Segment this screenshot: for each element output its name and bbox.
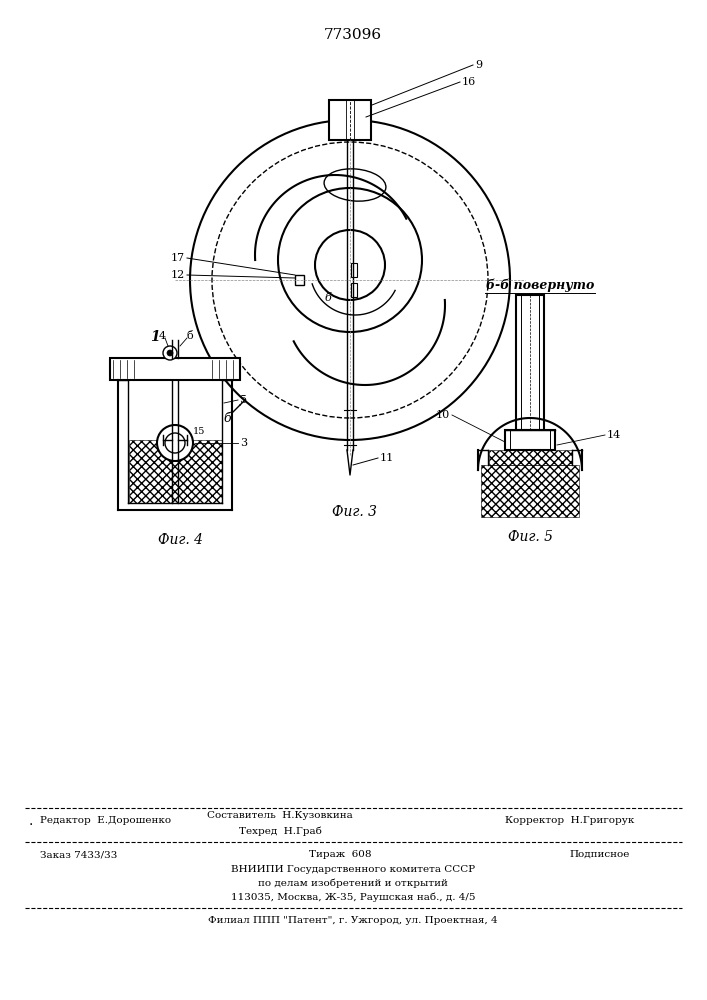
Text: ВНИИПИ Государственного комитета СССР: ВНИИПИ Государственного комитета СССР xyxy=(231,865,475,874)
Circle shape xyxy=(157,425,193,461)
Text: Составитель  Н.Кузовкина: Составитель Н.Кузовкина xyxy=(207,811,353,820)
Text: б: б xyxy=(187,331,194,341)
Text: Техред  Н.Граб: Техред Н.Граб xyxy=(238,827,322,836)
Text: 12: 12 xyxy=(171,270,185,280)
Bar xyxy=(481,465,579,517)
Text: 773096: 773096 xyxy=(324,28,382,42)
Bar xyxy=(505,430,555,450)
Text: 4: 4 xyxy=(158,331,165,341)
Text: Фиг. 3: Фиг. 3 xyxy=(332,505,378,519)
Text: Заказ 7433/33: Заказ 7433/33 xyxy=(40,850,117,859)
Circle shape xyxy=(165,433,185,453)
Text: 11: 11 xyxy=(380,453,395,463)
Text: по делам изобретений и открытий: по делам изобретений и открытий xyxy=(258,879,448,888)
Bar xyxy=(129,440,222,503)
Bar xyxy=(489,450,572,465)
Text: Подписное: Подписное xyxy=(570,850,630,859)
Text: 3: 3 xyxy=(240,438,247,448)
Text: б-б повернуто: б-б повернуто xyxy=(486,278,594,292)
Text: Тираж  608: Тираж 608 xyxy=(309,850,371,859)
Text: б: б xyxy=(223,412,230,424)
Text: Редактор  Е.Дорошенко: Редактор Е.Дорошенко xyxy=(40,816,171,825)
Text: ·: · xyxy=(28,818,33,832)
Text: 9: 9 xyxy=(475,60,482,70)
Text: 113035, Москва, Ж-35, Раушская наб., д. 4/5: 113035, Москва, Ж-35, Раушская наб., д. … xyxy=(230,893,475,902)
Circle shape xyxy=(167,350,173,356)
Bar xyxy=(351,283,357,297)
Text: Фиг. 4: Фиг. 4 xyxy=(158,533,202,547)
Bar xyxy=(329,100,371,140)
Text: 14: 14 xyxy=(607,430,621,440)
Text: 5: 5 xyxy=(240,395,247,405)
Bar xyxy=(295,275,304,285)
Text: 16: 16 xyxy=(462,77,477,87)
Text: 10: 10 xyxy=(436,410,450,420)
Bar xyxy=(351,263,357,277)
Text: 1: 1 xyxy=(150,330,160,344)
Text: Корректор  Н.Григорук: Корректор Н.Григорук xyxy=(506,816,635,825)
Text: б: б xyxy=(325,293,332,303)
Circle shape xyxy=(163,346,177,360)
Bar xyxy=(110,358,240,380)
Bar xyxy=(516,295,544,430)
Text: 17: 17 xyxy=(171,253,185,263)
Text: Филиал ППП "Патент", г. Ужгород, ул. Проектная, 4: Филиал ППП "Патент", г. Ужгород, ул. Про… xyxy=(208,916,498,925)
Text: Фиг. 5: Фиг. 5 xyxy=(508,530,552,544)
Text: 15: 15 xyxy=(193,428,205,436)
